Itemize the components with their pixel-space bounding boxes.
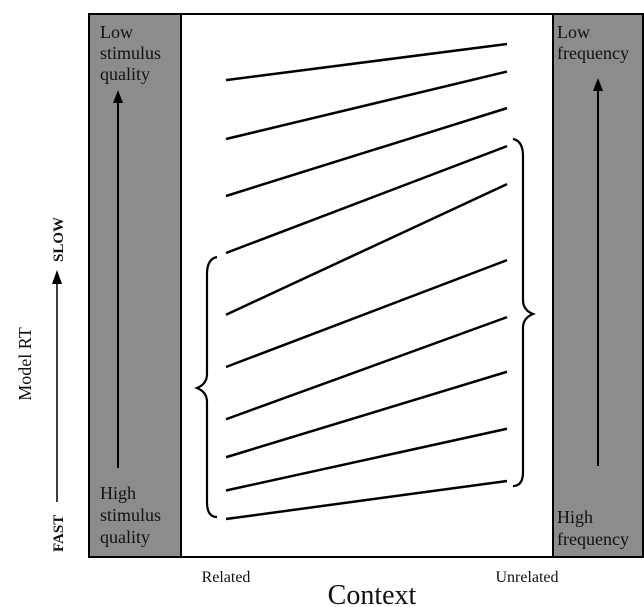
rt-line-2 <box>225 70 508 141</box>
rt-line-4 <box>225 144 508 255</box>
fast-label: FAST <box>51 515 67 552</box>
x-tick-unrelated: Unrelated <box>495 569 558 586</box>
left-panel <box>89 14 181 557</box>
left-panel-top-label: Low stimulus quality <box>100 22 166 84</box>
rt-line-1 <box>225 42 508 82</box>
rt-line-5 <box>225 182 508 316</box>
rt-line-10 <box>225 479 508 521</box>
rt-lines-group <box>225 42 508 521</box>
left-panel-bottom-label: High stimulus quality <box>100 483 166 547</box>
rt-line-9 <box>225 427 508 492</box>
y-axis-label: Model RT <box>15 327 35 400</box>
left-brace <box>194 255 218 519</box>
right-panel-arrow-head <box>593 78 603 91</box>
y-axis-arrow-head <box>52 270 62 284</box>
slow-label: SLOW <box>51 217 67 262</box>
x-axis-label: Context <box>328 580 417 607</box>
right-panel-bottom-label: High frequency <box>557 507 629 549</box>
right-panel-top-label: Low frequency <box>557 22 629 63</box>
outer-frame <box>88 13 644 558</box>
rt-line-7 <box>225 315 508 421</box>
x-tick-related: Related <box>202 569 251 586</box>
plot-area <box>181 14 553 557</box>
left-panel-arrow-head <box>113 90 123 103</box>
rt-line-3 <box>225 106 508 198</box>
rt-line-6 <box>225 258 508 369</box>
right-brace <box>512 137 536 488</box>
rt-line-8 <box>225 370 508 459</box>
